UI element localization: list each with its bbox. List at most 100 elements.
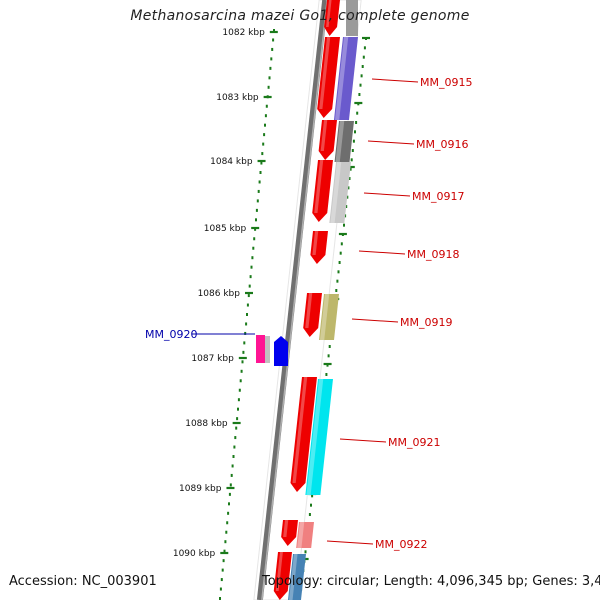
ruler-dot-left	[264, 114, 267, 118]
ruler-dot-right	[340, 242, 343, 246]
gene-label[interactable]: MM_0918	[407, 248, 459, 261]
ruler-dot-left	[226, 521, 229, 525]
ruler-dot-left	[269, 66, 272, 70]
ruler-dot-left	[273, 29, 275, 32]
gene-bar-gloss	[319, 294, 330, 340]
ruler-dot-left	[265, 104, 268, 108]
cds-arrow	[281, 520, 298, 546]
ruler-dot-left	[253, 237, 256, 241]
ruler-dot-left	[272, 38, 275, 42]
ruler-dot-left	[243, 341, 246, 345]
ruler-dot-right	[335, 289, 338, 292]
cds-arrow	[303, 293, 322, 337]
ruler-dot-right	[361, 65, 364, 68]
ruler-dot-right	[336, 279, 339, 283]
ruler-dot-right	[359, 83, 362, 87]
ruler-dot-right	[347, 186, 350, 190]
ruler-dot-right	[311, 494, 314, 498]
ruler-tick-label: 1086 kbp	[198, 289, 241, 299]
gene-bar	[346, 0, 358, 36]
ruler-dot-left	[258, 180, 261, 184]
gene-label-leader	[363, 192, 411, 197]
gene-bar	[305, 379, 333, 495]
gene-label[interactable]: MM_0919	[400, 316, 452, 329]
ruler-dot-right	[337, 270, 340, 274]
ruler-dot-left	[224, 540, 227, 544]
ruler-dot-left	[220, 578, 223, 582]
ruler-dot-right	[352, 139, 355, 143]
ruler-tick-label: 1088 kbp	[185, 419, 228, 429]
ruler-dot-left	[219, 587, 222, 591]
ruler-tick-label: 1087 kbp	[191, 354, 234, 364]
cds-arrow-gloss	[305, 293, 313, 328]
ruler-dot-left	[245, 322, 248, 326]
cds-arrow-reverse	[274, 336, 288, 366]
ruler-dot-left	[259, 171, 262, 174]
ruler-dot-right	[325, 373, 328, 376]
cds-arrow	[317, 37, 340, 118]
ruler-dot-left	[246, 303, 249, 307]
ruler-dot-right	[348, 177, 351, 180]
ruler-dot-right	[326, 363, 329, 367]
gene-bar-gloss	[297, 522, 305, 548]
cds-arrow-gloss	[320, 120, 328, 151]
gene-bar	[334, 121, 354, 162]
gene-bar	[256, 335, 265, 363]
gene-bar	[287, 554, 306, 600]
ruler-dot-left	[244, 331, 247, 335]
ruler-dot-right	[363, 46, 366, 50]
gene-bar	[296, 522, 314, 548]
gene-label[interactable]: MM_0915	[420, 76, 472, 89]
ruler-dot-left	[255, 218, 257, 222]
ruler-dot-left	[235, 426, 238, 430]
cds-arrow	[290, 377, 317, 492]
gene-label-leader	[371, 78, 419, 83]
cds-arrow-gloss	[314, 160, 324, 213]
gene-label[interactable]: MM_0922	[375, 538, 427, 551]
ruler-dot-right	[360, 74, 363, 78]
accession-text: Accession: NC_003901	[9, 574, 157, 589]
gene-bar-gloss	[306, 379, 324, 495]
gene-bar	[333, 37, 358, 120]
gene-label[interactable]: MM_0920	[145, 328, 197, 341]
gene-bar-gloss	[330, 162, 342, 223]
ruler-dot-left	[251, 256, 254, 260]
ruler-dot-right	[354, 130, 356, 134]
ruler-dot-left	[247, 294, 250, 298]
ruler-dot-left	[236, 417, 239, 421]
ruler-dot-left	[257, 189, 260, 193]
ruler-dot-right	[349, 167, 352, 171]
ruler-dot-left	[246, 313, 248, 316]
gene-label[interactable]: MM_0916	[416, 138, 468, 151]
gene-label-leader	[326, 540, 374, 545]
ruler-dot-left	[221, 568, 224, 572]
ruler-dot-left	[231, 464, 234, 468]
gene-label[interactable]: MM_0921	[388, 436, 440, 449]
cds-arrow-gloss	[292, 377, 308, 483]
ruler-dot-left	[237, 407, 239, 411]
gene-bar	[318, 294, 339, 340]
ruler-dot-left	[223, 549, 226, 553]
gene-label-leader	[358, 250, 406, 255]
ruler-dot-left	[242, 350, 245, 354]
gene-label[interactable]: MM_0917	[412, 190, 464, 203]
ruler-dot-left	[232, 455, 235, 458]
cds-arrow-gloss	[312, 231, 319, 255]
gene-bar-gloss	[288, 554, 298, 600]
ruler-tick-label: 1089 kbp	[179, 484, 222, 494]
ruler-dot-right	[351, 149, 354, 152]
gene-bar-gloss	[334, 37, 349, 120]
cds-arrow-gloss	[283, 520, 289, 537]
ruler-dot-right	[350, 158, 353, 162]
gene-bar	[329, 162, 351, 223]
gene-label-leader	[367, 140, 415, 145]
ruler-dot-left	[271, 47, 274, 51]
ruler-tick-label: 1085 kbp	[204, 224, 247, 234]
ruler-dot-left	[238, 388, 241, 392]
ruler-dot-left	[250, 265, 253, 269]
cds-arrow	[324, 0, 340, 36]
sequence-backbone	[256, 0, 329, 600]
cds-arrow-gloss	[326, 0, 332, 27]
map-title: Methanosarcina mazei Go1, complete genom…	[130, 8, 470, 24]
